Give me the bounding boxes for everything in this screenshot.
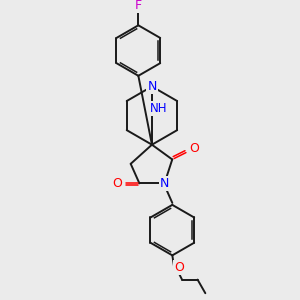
Text: O: O: [190, 142, 200, 155]
Text: F: F: [135, 0, 142, 12]
Text: N: N: [160, 177, 169, 190]
Text: N: N: [147, 80, 157, 93]
Text: O: O: [112, 177, 122, 190]
Text: O: O: [174, 262, 184, 275]
Text: NH: NH: [150, 102, 167, 115]
